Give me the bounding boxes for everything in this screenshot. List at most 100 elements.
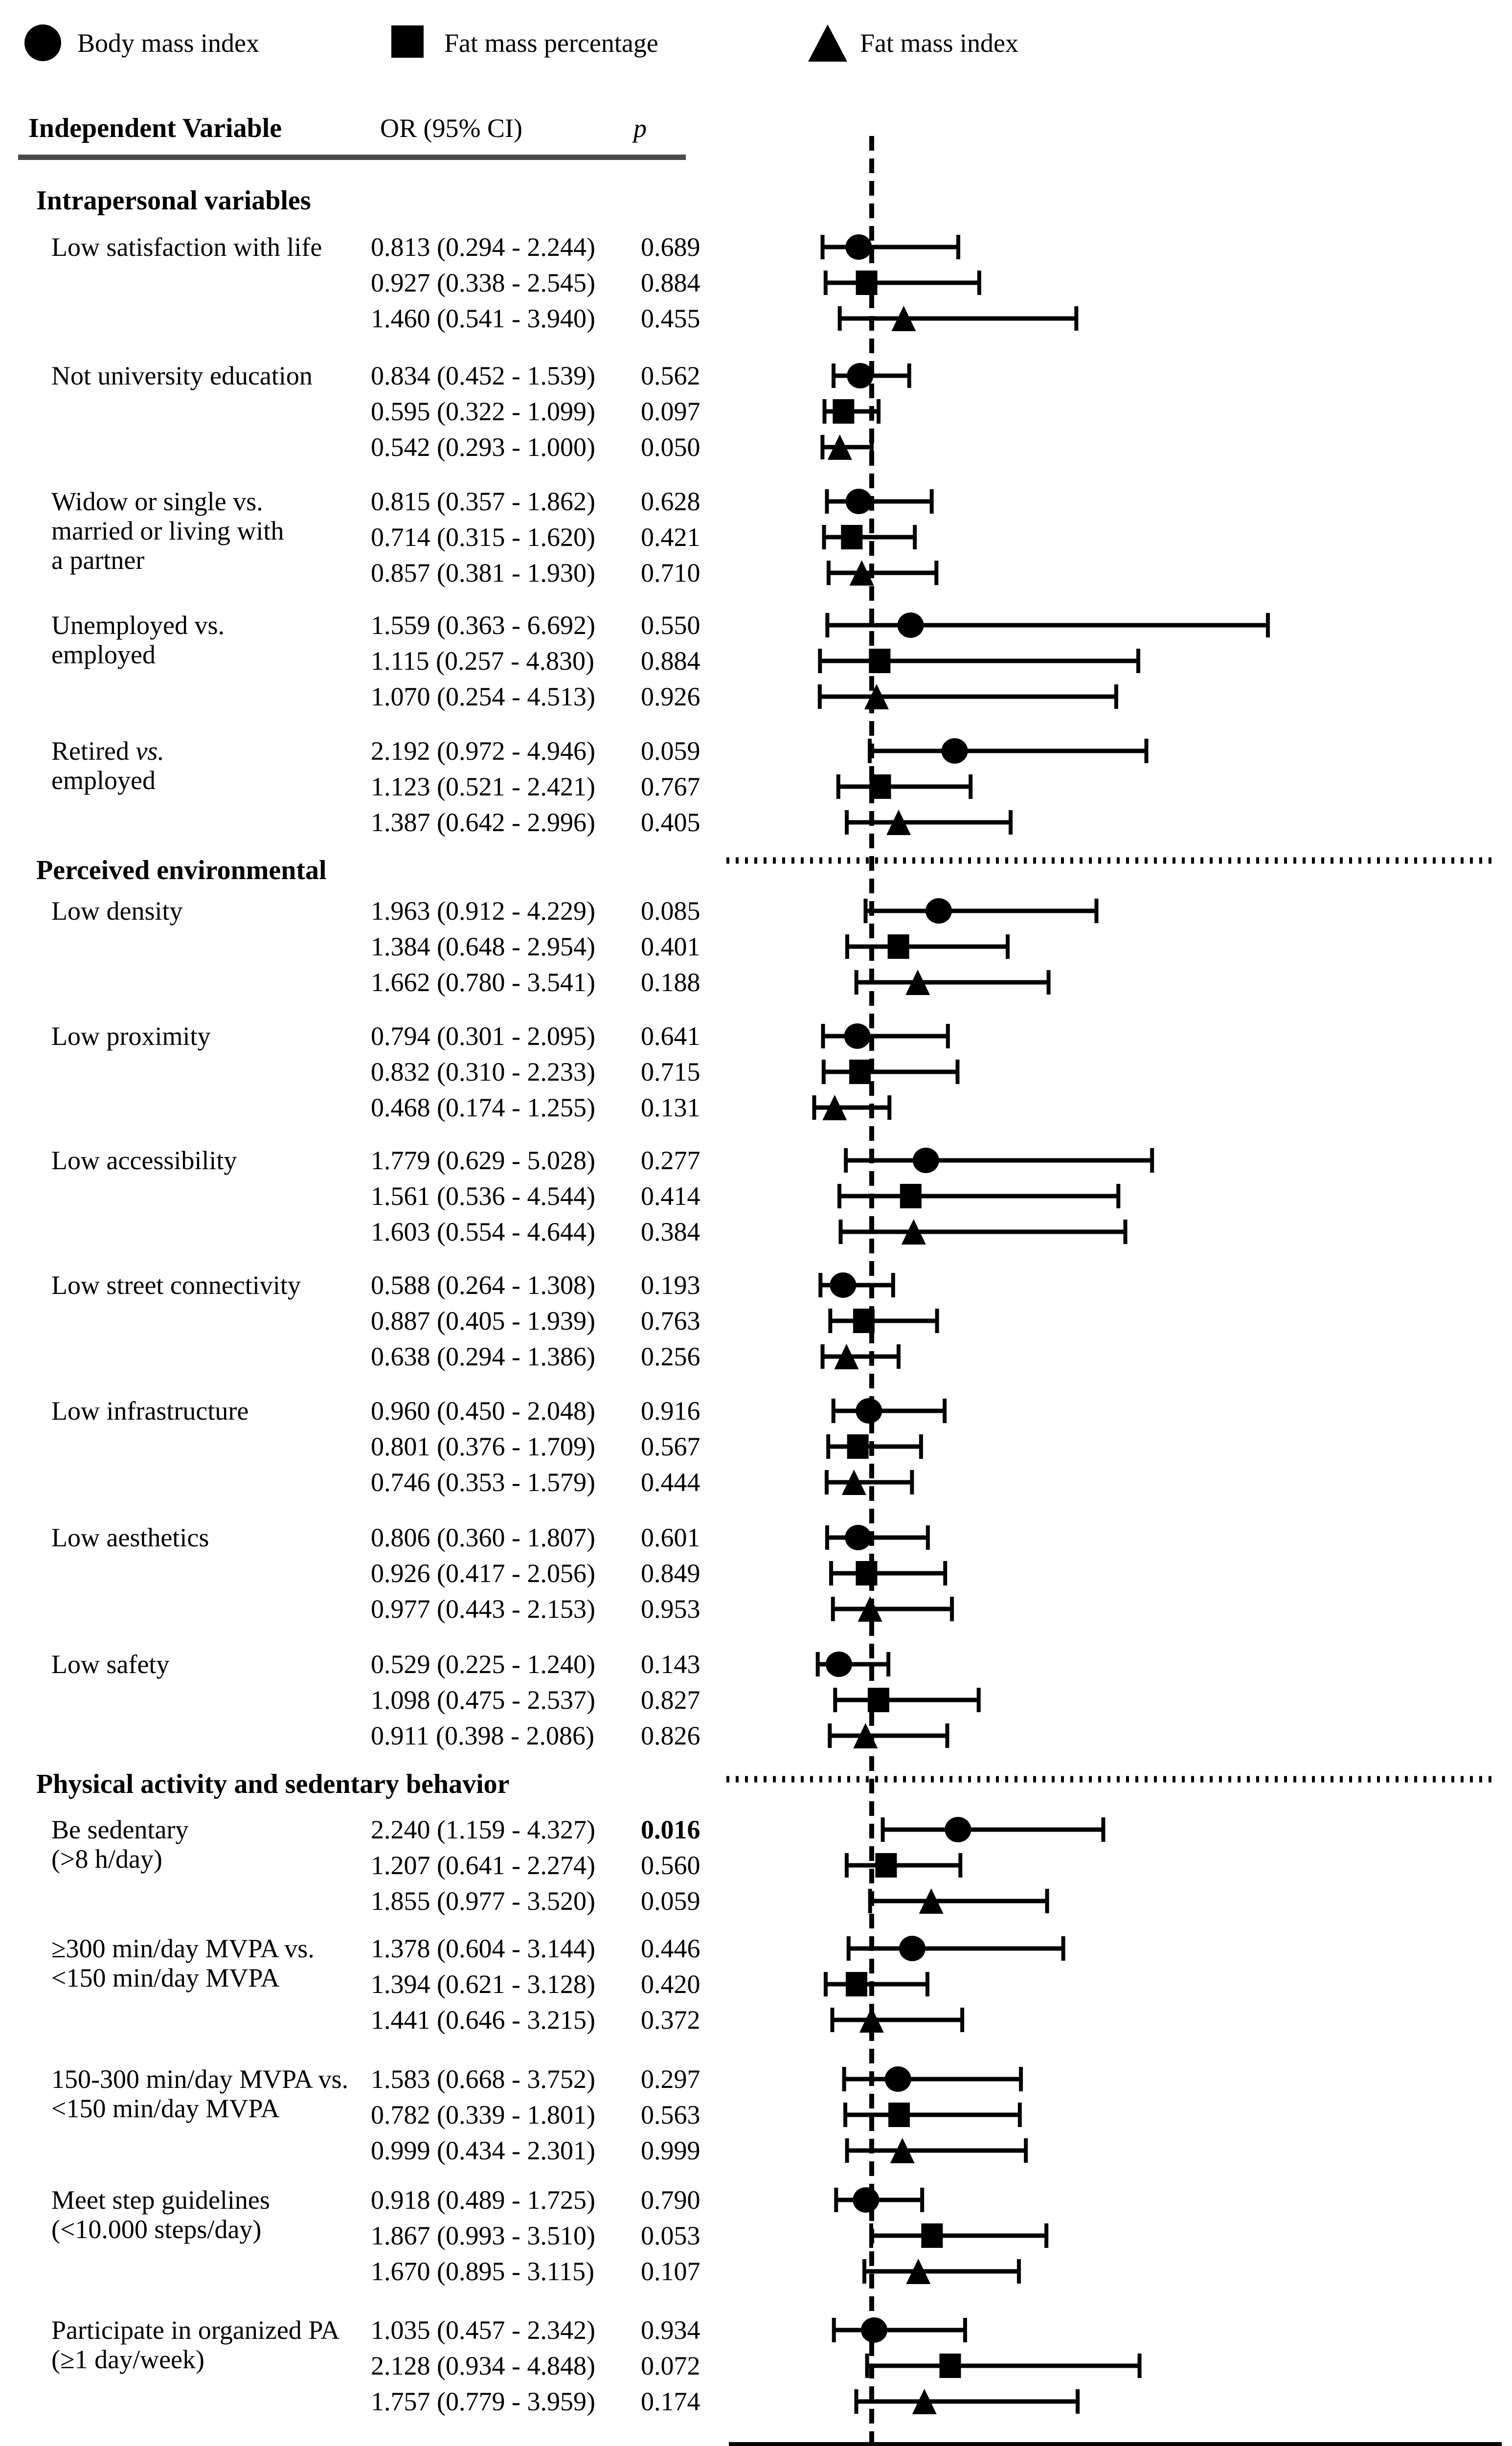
group-label-line: <150 min/day MVPA (51, 1963, 280, 1993)
p-value: 0.763 (641, 1306, 700, 1336)
group-label-line: Low street connectivity (51, 1270, 301, 1300)
forest-marker-circle (853, 2187, 880, 2213)
or-ci-value: 0.887 (0.405 - 1.939) (371, 1306, 595, 1336)
group-label-line: Be sedentary (51, 1815, 189, 1844)
p-value: 0.188 (641, 968, 700, 997)
or-ci-value: 0.999 (0.434 - 2.301) (371, 2136, 595, 2165)
group-label-line: ≥300 min/day MVPA vs. (51, 1934, 315, 1963)
p-value: 0.455 (641, 304, 700, 333)
or-ci-value: 0.834 (0.452 - 1.539) (371, 361, 595, 390)
p-value: 0.405 (641, 808, 700, 837)
legend-label-fat-mass-percentage: Fat mass percentage (444, 28, 658, 58)
forest-marker-square (939, 2354, 961, 2378)
p-value: 0.372 (641, 2005, 700, 2035)
p-value: 0.050 (641, 432, 700, 462)
p-value: 0.143 (641, 1650, 700, 1679)
p-value: 0.174 (641, 2387, 700, 2416)
group-label-line: Low density (51, 896, 183, 926)
or-ci-value: 0.794 (0.301 - 2.095) (371, 1021, 595, 1051)
group-label-line: Participate in organized PA (51, 2315, 340, 2345)
forest-marker-triangle (890, 2138, 915, 2163)
or-ci-value: 0.857 (0.381 - 1.930) (371, 558, 595, 588)
forest-marker-circle (945, 1817, 971, 1842)
group-label-line: (≥1 day/week) (51, 2345, 205, 2374)
forest-marker-triangle (822, 1095, 847, 1120)
p-value: 0.277 (641, 1146, 700, 1175)
section-title: Perceived environmental (36, 855, 327, 885)
forest-marker-circle (899, 1936, 925, 1961)
forest-marker-square (841, 525, 863, 549)
p-value: 0.563 (641, 2100, 700, 2129)
forest-marker-square (849, 1060, 871, 1084)
p-value: 0.097 (641, 397, 700, 426)
or-ci-value: 1.378 (0.604 - 3.144) (371, 1934, 595, 1963)
forest-marker-square (888, 2103, 910, 2127)
column-header-independent-variable: Independent Variable (28, 113, 282, 143)
or-ci-value: 1.963 (0.912 - 4.229) (371, 896, 595, 926)
p-value: 0.689 (641, 232, 700, 262)
forest-marker-square (869, 649, 891, 673)
or-ci-value: 0.832 (0.310 - 2.233) (371, 1057, 595, 1087)
or-ci-value: 0.468 (0.174 - 1.255) (371, 1093, 595, 1122)
p-value: 0.193 (641, 1270, 700, 1300)
p-value: 0.297 (641, 2064, 700, 2094)
group-label-line: <150 min/day MVPA (51, 2094, 280, 2123)
group-label-line: Low proximity (51, 1021, 211, 1051)
p-value: 0.601 (641, 1523, 700, 1552)
or-ci-value: 0.918 (0.489 - 1.725) (371, 2185, 595, 2215)
or-ci-value: 1.561 (0.536 - 4.544) (371, 1181, 595, 1211)
or-ci-value: 1.207 (0.641 - 2.274) (371, 1851, 595, 1880)
group-label-line: employed (51, 766, 156, 795)
forest-marker-circle (845, 1525, 872, 1550)
or-ci-value: 0.529 (0.225 - 1.240) (371, 1650, 595, 1679)
or-ci-value: 0.815 (0.357 - 1.862) (371, 487, 595, 516)
or-ci-value: 2.240 (1.159 - 4.327) (371, 1815, 595, 1844)
p-value: 0.256 (641, 1342, 700, 1371)
p-value: 0.414 (641, 1181, 700, 1211)
or-ci-value: 0.911 (0.398 - 2.086) (371, 1721, 594, 1750)
or-ci-value: 1.394 (0.621 - 3.128) (371, 1970, 595, 1999)
group-label-line: Low accessibility (51, 1146, 237, 1175)
column-header-p: p (633, 113, 647, 143)
or-ci-value: 1.670 (0.895 - 3.115) (371, 2257, 594, 2286)
forest-marker-circle (860, 2317, 887, 2343)
forest-marker-square (853, 1309, 875, 1333)
or-ci-value: 0.806 (0.360 - 1.807) (371, 1523, 595, 1552)
p-value: 0.446 (641, 1934, 700, 1963)
section-title: Physical activity and sedentary behavior (36, 1769, 510, 1799)
or-ci-value: 1.070 (0.254 - 4.513) (371, 682, 595, 711)
circle-marker-icon (24, 24, 61, 61)
p-value: 0.628 (641, 487, 700, 516)
forest-marker-square (845, 1972, 867, 1996)
square-marker-icon (391, 25, 424, 58)
forest-marker-circle (897, 612, 924, 638)
p-value: 0.059 (641, 736, 700, 766)
p-value: 0.849 (641, 1559, 700, 1588)
or-ci-value: 1.779 (0.629 - 5.028) (371, 1146, 595, 1175)
forest-marker-square (869, 774, 891, 799)
forest-marker-triangle (905, 970, 930, 995)
or-ci-value: 0.595 (0.322 - 1.099) (371, 397, 595, 426)
p-value: 0.567 (641, 1432, 700, 1461)
p-value: 0.710 (641, 558, 700, 588)
p-value: 0.790 (641, 2185, 700, 2215)
or-ci-value: 0.927 (0.338 - 2.545) (371, 268, 595, 297)
or-ci-value: 1.757 (0.779 - 3.959) (371, 2387, 595, 2416)
or-ci-value: 0.801 (0.376 - 1.709) (371, 1432, 595, 1461)
header-rule (18, 155, 686, 160)
forest-marker-square (900, 1184, 922, 1208)
forest-marker-triangle (886, 810, 911, 835)
or-ci-value: 1.460 (0.541 - 3.940) (371, 304, 595, 333)
forest-marker-triangle (901, 1219, 926, 1245)
forest-marker-circle (847, 363, 874, 388)
group-label-line: 150-300 min/day MVPA vs. (51, 2064, 349, 2094)
forest-marker-triangle (859, 2007, 884, 2033)
or-ci-value: 0.977 (0.443 - 2.153) (371, 1594, 595, 1624)
p-value: 0.827 (641, 1685, 700, 1715)
group-label-line: married or living with (51, 516, 284, 545)
p-value: 0.826 (641, 1721, 700, 1750)
legend-label-bmi: Body mass index (77, 28, 259, 58)
group-label-line: Low safety (51, 1650, 170, 1679)
or-ci-value: 2.192 (0.972 - 4.946) (371, 736, 595, 766)
